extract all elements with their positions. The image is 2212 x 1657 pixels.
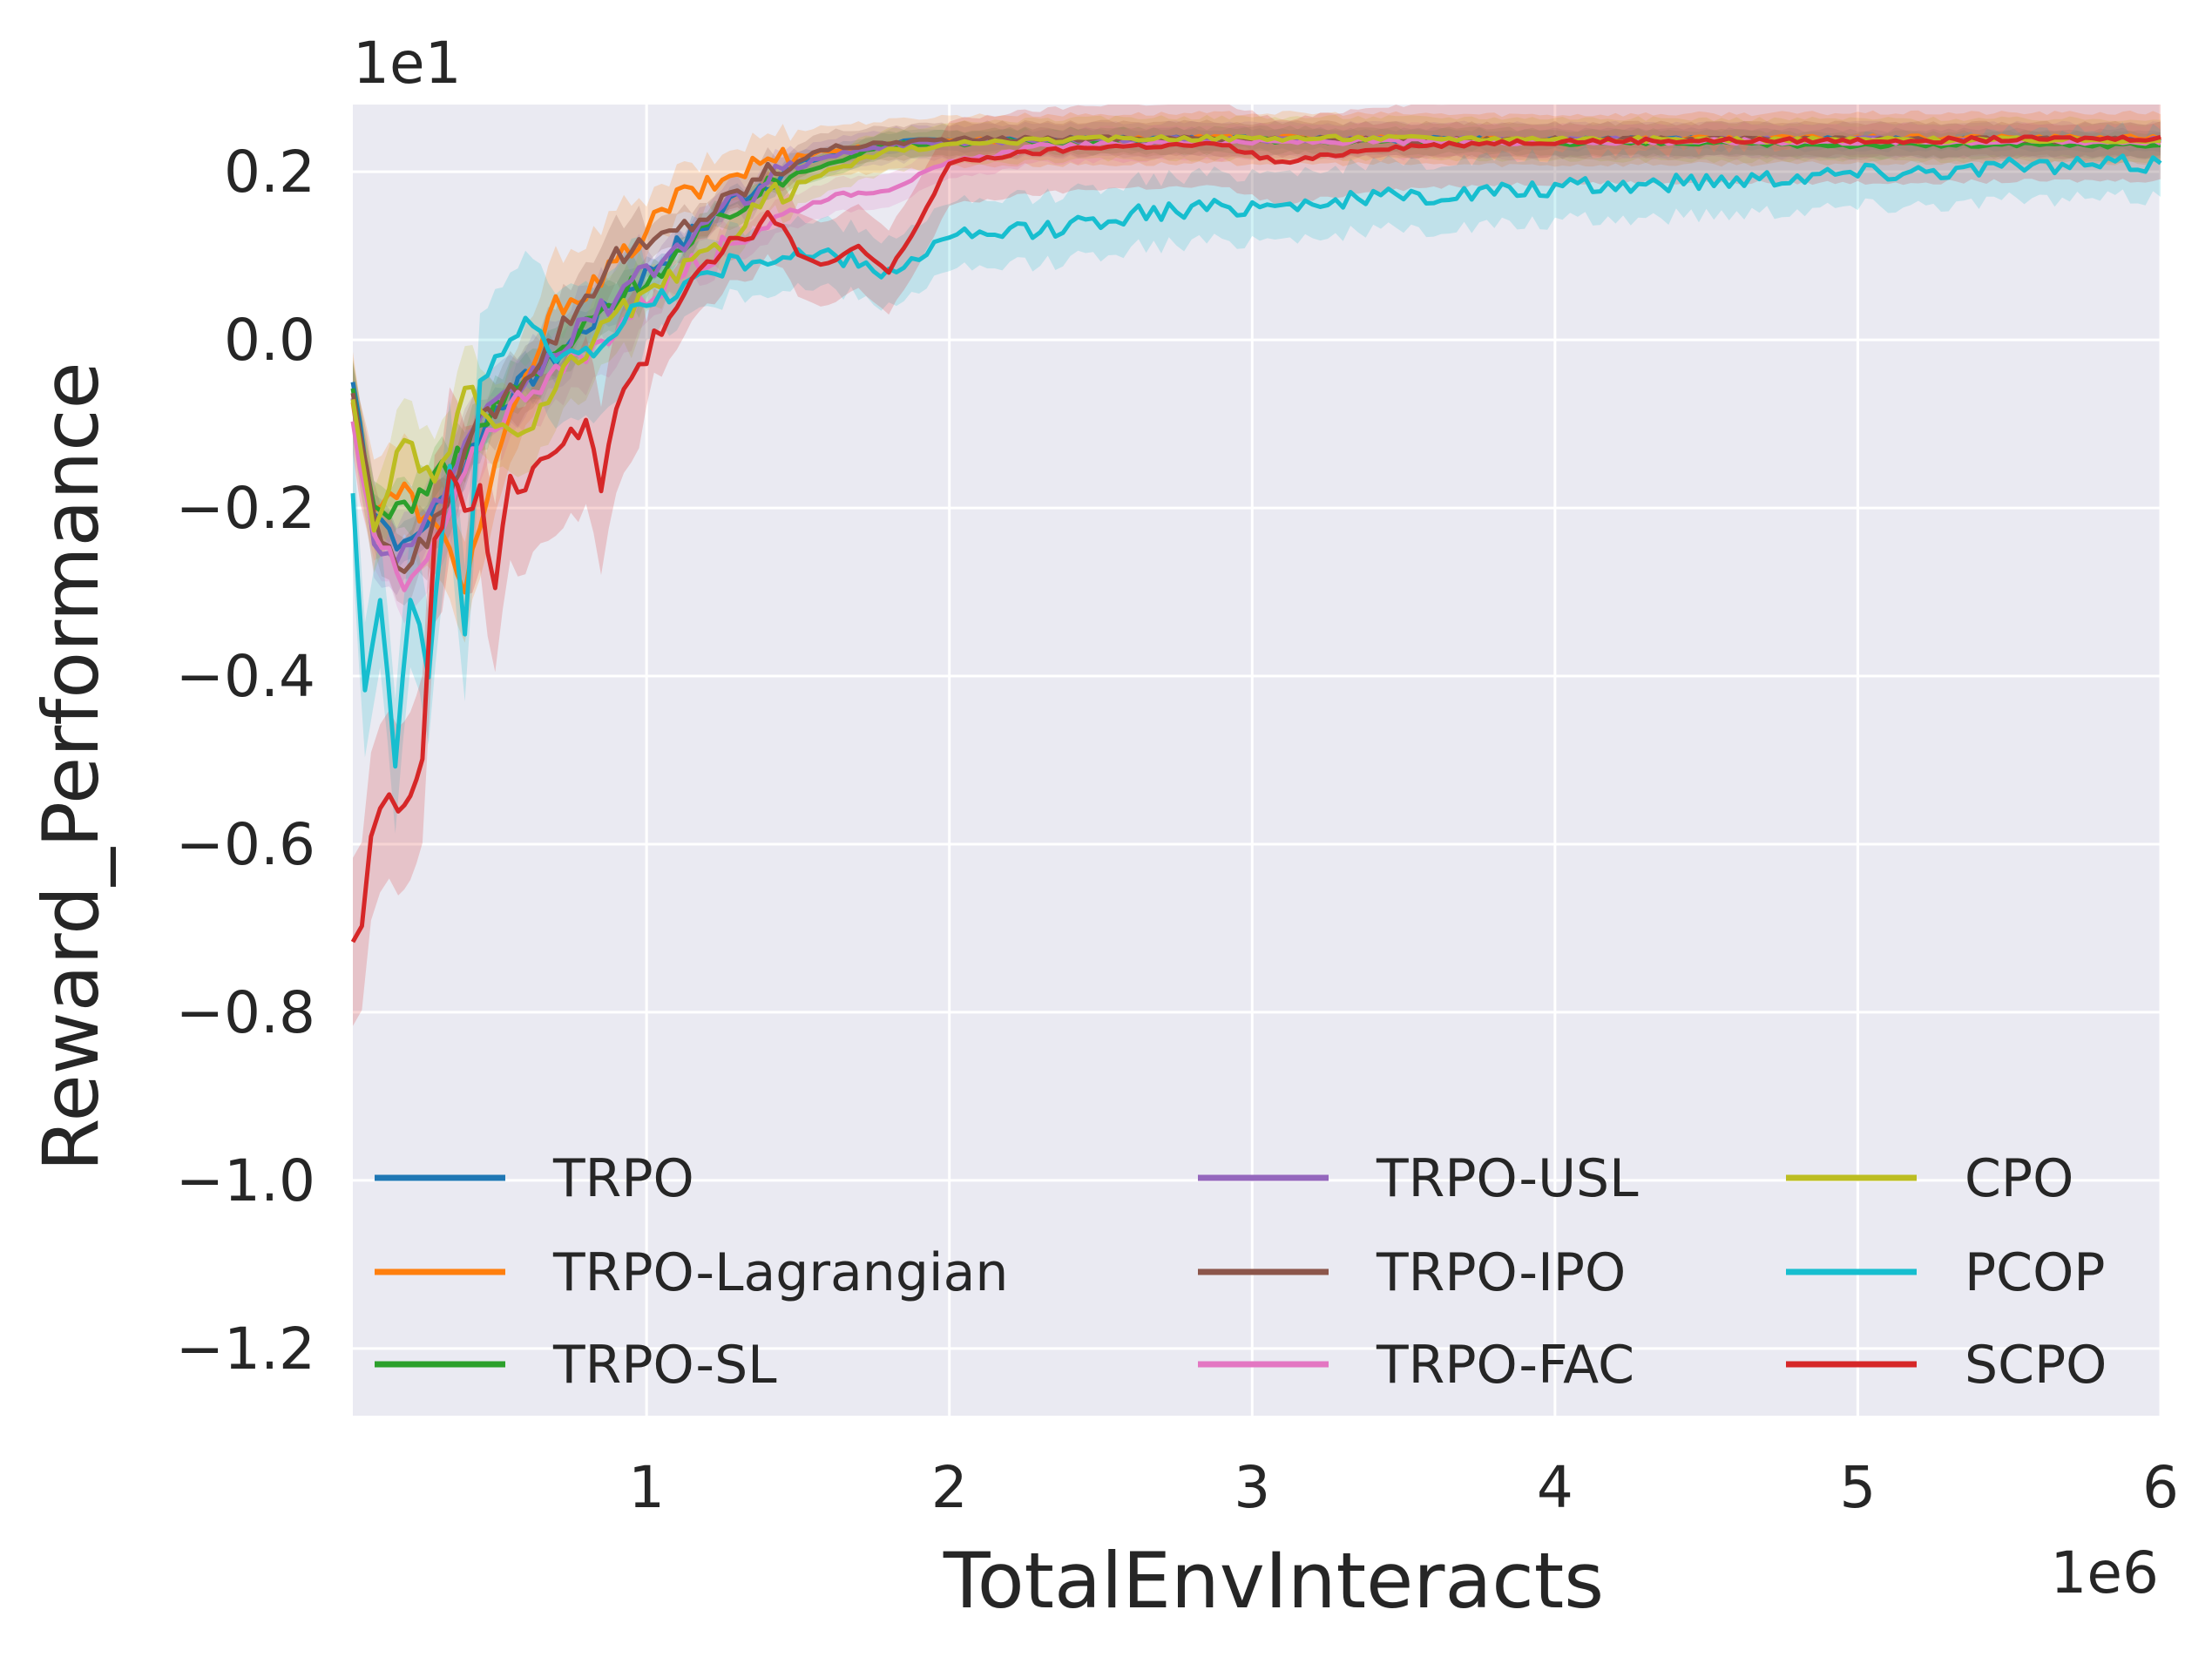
legend-label: TRPO-FAC [1376, 1335, 1634, 1396]
legend-label: SCPO [1965, 1335, 2107, 1396]
y-tick-label: −0.4 [176, 643, 315, 710]
plot-area [353, 105, 2161, 1416]
legend-item: SCPO [1786, 1335, 2107, 1396]
x-tick-label: 6 [2142, 1454, 2179, 1521]
y-tick-label: −0.2 [176, 475, 315, 542]
legend-label: TRPO-SL [552, 1335, 777, 1396]
series-line-scpo [350, 134, 2161, 943]
legend-item: TRPO-FAC [1198, 1335, 1634, 1396]
legend: TRPO TRPO-Lagrangian TRPO-SL TRPO-USL TRPO-I… [375, 1148, 2107, 1396]
legend-item: TRPO-SL [375, 1335, 777, 1396]
series-lines [350, 133, 2162, 943]
x-axis-ticks: 1 2 3 4 5 6 [628, 1454, 2179, 1521]
legend-label: TRPO [552, 1148, 694, 1209]
legend-label: TRPO-Lagrangian [552, 1242, 1008, 1303]
y-tick-label: −0.6 [176, 811, 315, 878]
y-tick-label: 0.0 [224, 307, 315, 374]
y-axis-ticks: 0.2 0.0 −0.2 −0.4 −0.6 −0.8 −1.0 −1.2 [176, 139, 315, 1383]
legend-item: TRPO-IPO [1198, 1242, 1626, 1303]
confidence-bands [353, 105, 2161, 1026]
x-axis-label: TotalEnvInteracts [943, 1536, 1604, 1626]
series-line-trpo-fac [350, 137, 2162, 592]
y-tick-label: 0.2 [224, 139, 315, 206]
x-tick-label: 2 [931, 1454, 968, 1521]
legend-label: PCOP [1965, 1242, 2105, 1303]
series-line-pcop [350, 153, 2162, 769]
legend-label: CPO [1965, 1148, 2073, 1209]
legend-item: TRPO-USL [1198, 1148, 1639, 1209]
x-tick-label: 1 [628, 1454, 665, 1521]
y-tick-label: −1.0 [176, 1147, 315, 1214]
legend-label: TRPO-IPO [1376, 1242, 1626, 1303]
legend-item: CPO [1786, 1148, 2073, 1209]
y-axis-label: Reward_Performance [26, 362, 116, 1171]
x-tick-label: 3 [1234, 1454, 1270, 1521]
y-offset-label: 1e1 [353, 30, 462, 97]
legend-item: PCOP [1786, 1242, 2105, 1303]
y-tick-label: −1.2 [176, 1315, 315, 1383]
x-tick-label: 4 [1537, 1454, 1573, 1521]
legend-item: TRPO-Lagrangian [375, 1242, 1008, 1303]
band-pcop [353, 122, 2161, 834]
legend-label: TRPO-USL [1376, 1148, 1639, 1209]
y-tick-label: −0.8 [176, 979, 315, 1046]
x-offset-label: 1e6 [2050, 1539, 2159, 1606]
legend-item: TRPO [375, 1148, 694, 1209]
x-tick-label: 5 [1839, 1454, 1876, 1521]
